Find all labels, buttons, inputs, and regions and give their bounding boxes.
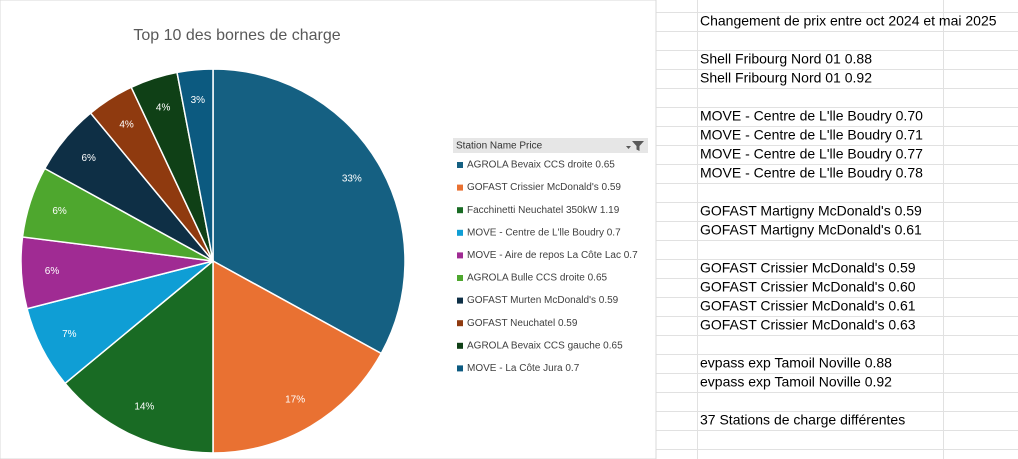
cell-text: MOVE - Centre de L'lle Boudry 0.78	[700, 165, 923, 181]
cell-text: Changement de prix entre oct 2024 et mai…	[700, 13, 997, 29]
legend-marker	[457, 320, 463, 327]
pie-slice	[212, 259, 383, 454]
legend-label: AGROLA Bevaix CCS gauche 0.65	[467, 340, 623, 351]
cell-text: Shell Fribourg Nord 01 0.92	[700, 70, 872, 86]
cell-text: MOVE - Centre de L'lle Boudry 0.71	[700, 127, 923, 143]
legend-label: GOFAST Murten McDonald's 0.59	[467, 295, 619, 306]
slice-label: 6%	[82, 153, 97, 164]
cell-text: Shell Fribourg Nord 01 0.88	[700, 51, 872, 67]
legend-marker	[457, 365, 463, 372]
cell-text: GOFAST Crissier McDonald's 0.63	[700, 317, 916, 333]
legend-marker	[457, 252, 463, 259]
cell-text: MOVE - Centre de L'lle Boudry 0.70	[700, 108, 923, 124]
chart-title: Top 10 des bornes de charge	[133, 27, 340, 44]
cell-text: MOVE - Centre de L'lle Boudry 0.77	[700, 146, 923, 162]
cell-text: evpass exp Tamoil Noville 0.88	[700, 355, 892, 371]
slice-label: 4%	[156, 102, 171, 113]
legend-marker	[457, 162, 463, 168]
legend-header[interactable]	[453, 138, 648, 153]
legend-label: AGROLA Bulle CCS droite 0.65	[467, 273, 608, 284]
cell-grid	[656, 0, 1018, 459]
filter-icon[interactable]	[626, 141, 644, 151]
pie-slice	[212, 68, 406, 355]
legend-marker	[457, 229, 463, 236]
legend-marker	[457, 275, 463, 281]
legend-marker	[457, 342, 463, 349]
cell-text: GOFAST Martigny McDonald's 0.61	[700, 222, 922, 238]
legend-title: Station Name Price	[456, 141, 543, 152]
cell-text: GOFAST Martigny McDonald's 0.59	[700, 203, 922, 219]
cell-text: GOFAST Crissier McDonald's 0.60	[700, 279, 916, 295]
cell-text: 37 Stations de charge différentes	[700, 412, 905, 428]
legend-label: MOVE - Aire de repos La Côte Lac 0.7	[467, 250, 638, 261]
pie-slice	[176, 68, 214, 262]
cell-text: GOFAST Crissier McDonald's 0.59	[700, 260, 916, 276]
slice-label: 6%	[52, 206, 67, 217]
legend-label: MOVE - Centre de L'lle Boudry 0.7	[467, 227, 621, 238]
legend-label: AGROLA Bevaix CCS droite 0.65	[467, 160, 615, 171]
cell-text: GOFAST Crissier McDonald's 0.61	[700, 298, 916, 314]
slice-label: 33%	[342, 174, 362, 185]
slice-label: 7%	[62, 329, 77, 340]
legend-marker	[457, 297, 463, 304]
legend-marker	[457, 207, 463, 214]
slice-label: 3%	[191, 95, 206, 106]
slice-label: 6%	[45, 266, 60, 277]
cell-text: evpass exp Tamoil Noville 0.92	[700, 374, 892, 390]
legend-label: GOFAST Crissier McDonald's 0.59	[467, 182, 621, 193]
legend-label: MOVE - La Côte Jura 0.7	[467, 363, 580, 374]
slice-label: 4%	[119, 119, 134, 130]
legend-marker	[457, 184, 463, 191]
slice-label: 17%	[285, 394, 305, 405]
pie-slice	[64, 259, 214, 454]
legend-label: Facchinetti Neuchatel 350kW 1.19	[467, 205, 620, 216]
legend-label: GOFAST Neuchatel 0.59	[467, 318, 578, 329]
slice-label: 14%	[134, 402, 154, 413]
